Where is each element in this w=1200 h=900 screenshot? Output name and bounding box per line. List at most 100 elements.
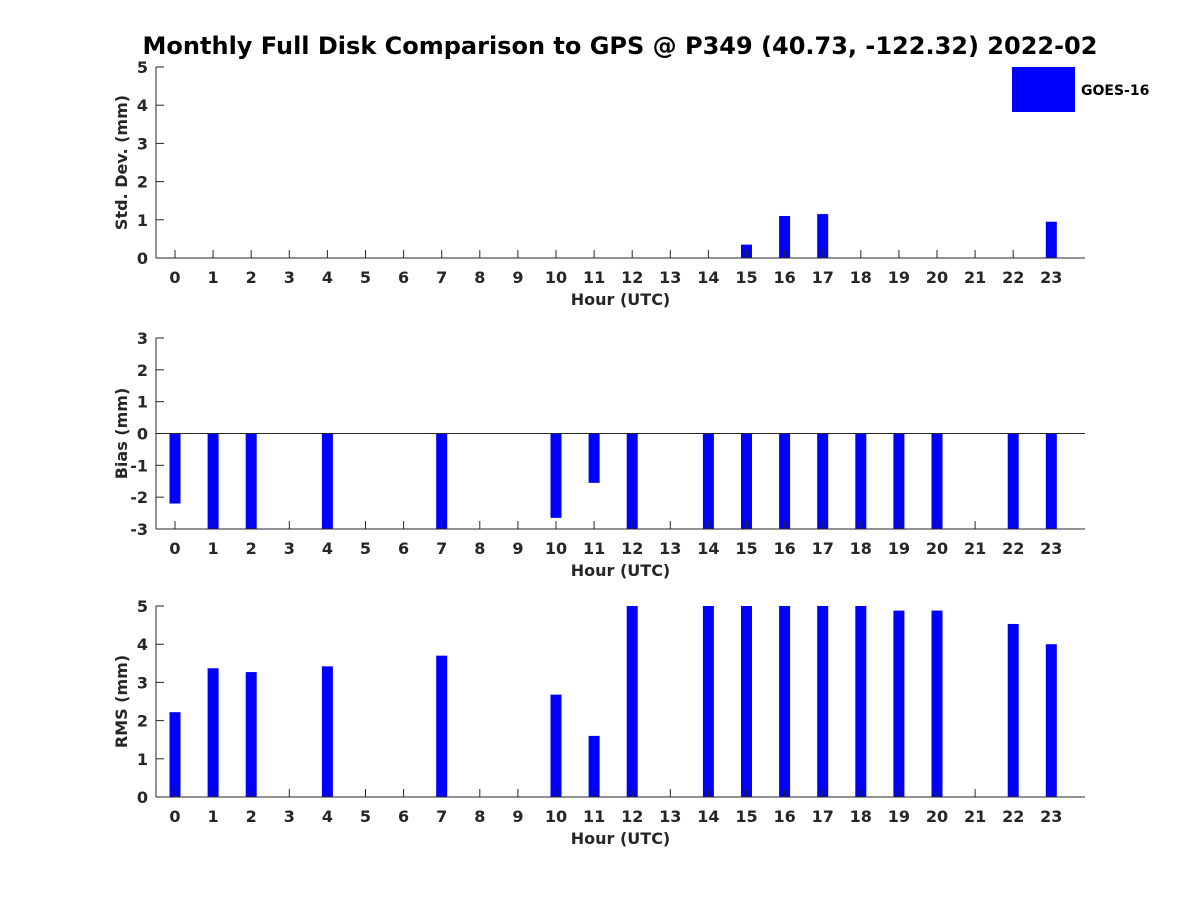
y-tick-label: 1 xyxy=(137,211,148,230)
y-tick-label: 1 xyxy=(137,393,148,412)
x-tick-label: 12 xyxy=(621,807,643,826)
x-tick-label: 15 xyxy=(735,539,757,558)
y-tick-label: 0 xyxy=(137,249,148,268)
y-tick-label: 5 xyxy=(137,597,148,616)
x-tick-label: 3 xyxy=(284,539,295,558)
bar-hour-20 xyxy=(931,610,943,797)
y-tick-label: 3 xyxy=(137,329,148,348)
x-tick-label: 17 xyxy=(812,807,834,826)
x-tick-label: 9 xyxy=(512,807,523,826)
bar-hour-0 xyxy=(169,433,181,504)
x-axis-label: Hour (UTC) xyxy=(571,561,671,580)
x-tick-label: 2 xyxy=(246,539,257,558)
x-tick-label: 0 xyxy=(169,268,180,287)
bar-hour-14 xyxy=(702,606,714,797)
y-tick-label: 2 xyxy=(137,712,148,731)
x-tick-label: 0 xyxy=(169,539,180,558)
x-tick-label: 7 xyxy=(436,807,447,826)
bar-hour-4 xyxy=(321,433,333,529)
y-tick-label: -3 xyxy=(130,520,148,539)
bar-hour-11 xyxy=(588,735,600,797)
y-tick-label: 3 xyxy=(137,673,148,692)
x-tick-label: 16 xyxy=(773,807,795,826)
bar-hour-15 xyxy=(741,606,752,797)
legend-label: GOES-16 xyxy=(1081,83,1149,99)
bar-hour-2 xyxy=(245,672,257,797)
x-tick-label: 19 xyxy=(888,539,910,558)
x-tick-label: 2 xyxy=(246,807,257,826)
x-tick-label: 2 xyxy=(246,268,257,287)
x-tick-label: 4 xyxy=(322,539,333,558)
bar-hour-2 xyxy=(245,433,257,529)
bar-hour-7 xyxy=(436,655,448,797)
legend: GOES-16 xyxy=(1012,67,1149,112)
x-tick-label: 22 xyxy=(1002,268,1024,287)
y-tick-label: 3 xyxy=(137,134,148,153)
x-tick-label: 8 xyxy=(474,807,485,826)
x-tick-label: 6 xyxy=(398,539,409,558)
x-tick-label: 9 xyxy=(512,539,523,558)
x-tick-label: 17 xyxy=(812,268,834,287)
bar-hour-14 xyxy=(702,433,714,529)
x-tick-label: 19 xyxy=(888,268,910,287)
x-tick-label: 9 xyxy=(512,268,523,287)
x-axis-label: Hour (UTC) xyxy=(571,290,671,309)
bar-hour-1 xyxy=(207,668,219,797)
x-tick-label: 10 xyxy=(545,539,567,558)
bar-hour-10 xyxy=(550,694,562,797)
y-tick-label: -1 xyxy=(130,456,148,475)
x-tick-label: 19 xyxy=(888,807,910,826)
x-tick-label: 6 xyxy=(398,807,409,826)
x-tick-label: 14 xyxy=(697,807,719,826)
x-tick-label: 22 xyxy=(1002,539,1024,558)
x-tick-label: 13 xyxy=(659,268,681,287)
x-tick-label: 20 xyxy=(926,539,948,558)
x-tick-label: 20 xyxy=(926,268,948,287)
y-tick-label: 2 xyxy=(137,173,148,192)
x-tick-label: 14 xyxy=(697,268,719,287)
bar-hour-16 xyxy=(779,606,791,797)
y-tick-label: 4 xyxy=(137,96,148,115)
bar-hour-19 xyxy=(893,610,905,797)
x-tick-label: 20 xyxy=(926,807,948,826)
y-axis-label: RMS (mm) xyxy=(112,655,131,748)
bar-hour-17 xyxy=(817,606,829,797)
x-tick-label: 21 xyxy=(964,807,986,826)
bar-hour-0 xyxy=(169,712,181,797)
x-tick-label: 15 xyxy=(735,807,757,826)
x-axis-label: Hour (UTC) xyxy=(571,829,671,848)
x-tick-label: 18 xyxy=(850,807,872,826)
x-tick-label: 12 xyxy=(621,268,643,287)
y-axis-label: Bias (mm) xyxy=(112,388,131,480)
bar-hour-10 xyxy=(550,433,562,518)
x-tick-label: 11 xyxy=(583,539,605,558)
chart-title: Monthly Full Disk Comparison to GPS @ P3… xyxy=(143,32,1098,60)
bar-hour-23 xyxy=(1045,644,1057,797)
x-tick-label: 14 xyxy=(697,539,719,558)
x-tick-label: 11 xyxy=(583,807,605,826)
x-tick-label: 4 xyxy=(322,268,333,287)
y-tick-label: 5 xyxy=(137,58,148,77)
x-tick-label: 13 xyxy=(659,807,681,826)
y-tick-label: 0 xyxy=(137,788,148,807)
x-tick-label: 3 xyxy=(284,268,295,287)
bar-hour-7 xyxy=(436,433,448,529)
x-tick-label: 0 xyxy=(169,807,180,826)
x-tick-label: 8 xyxy=(474,268,485,287)
x-tick-label: 21 xyxy=(964,539,986,558)
x-tick-label: 23 xyxy=(1040,268,1062,287)
x-tick-label: 13 xyxy=(659,539,681,558)
bar-hour-16 xyxy=(779,433,791,529)
x-tick-label: 1 xyxy=(208,268,219,287)
bar-hour-23 xyxy=(1045,433,1057,529)
bar-hour-19 xyxy=(893,433,905,529)
y-tick-label: 0 xyxy=(137,425,148,444)
y-tick-label: 4 xyxy=(137,635,148,654)
x-tick-label: 5 xyxy=(360,539,371,558)
bar-hour-18 xyxy=(855,433,867,529)
x-tick-label: 4 xyxy=(322,807,333,826)
